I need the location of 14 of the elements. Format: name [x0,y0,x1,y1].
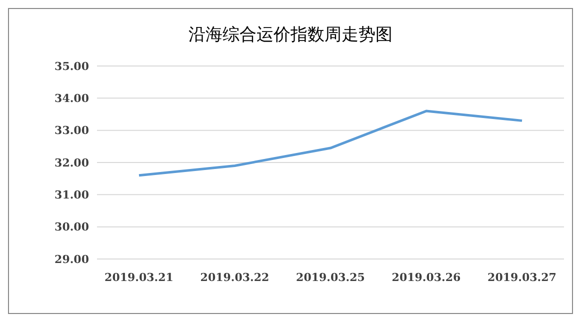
y-tick-label: 30.00 [54,220,90,234]
x-tick-label: 2019.03.22 [200,270,270,284]
chart-title: 沿海综合运价指数周走势图 [188,24,394,46]
x-tick-label: 2019.03.27 [488,270,556,284]
y-tick-label: 35.00 [54,60,90,73]
y-tick-label: 31.00 [54,188,90,202]
line-series [138,110,524,177]
x-tick-label: 2019.03.26 [392,270,462,284]
y-tick-label: 34.00 [54,92,90,106]
x-tick-label: 2019.03.25 [296,270,365,284]
x-tick-label: 2019.03.21 [104,270,174,284]
y-tick-label: 29.00 [54,252,90,266]
y-tick-label: 33.00 [54,124,90,138]
y-tick-label: 32.00 [54,156,90,170]
